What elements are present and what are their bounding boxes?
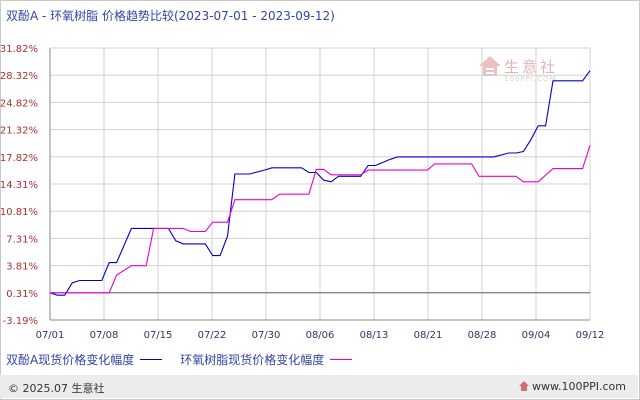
- y-tick-label: -3.19%: [3, 316, 38, 327]
- y-tick-label: 0.31%: [6, 289, 38, 300]
- series-line-1: [50, 145, 591, 294]
- legend-item-bpa: 双酚A现货价格变化幅度: [6, 351, 163, 368]
- axes: [49, 48, 590, 321]
- x-tick-label: 07/08: [90, 330, 119, 341]
- legend-item-epoxy: 环氧树脂现货价格变化幅度: [180, 351, 353, 368]
- legend: 双酚A现货价格变化幅度 环氧树脂现货价格变化幅度: [6, 351, 370, 368]
- copyright-text: © 2025.07 生意社: [8, 382, 105, 395]
- x-tick-label: 07/15: [144, 330, 173, 341]
- y-tick-label: 3.81%: [6, 262, 38, 273]
- grid: [49, 47, 591, 321]
- y-tick-label: 10.81%: [0, 207, 38, 218]
- series-lines: [49, 70, 591, 296]
- y-tick-labels: 31.82% 28.32% 24.82% 21.32% 17.82% 14.31% 10.8…: [0, 44, 38, 327]
- legend-label-epoxy: 环氧树脂现货价格变化幅度: [180, 353, 325, 367]
- logo-subtitle: 100PPI.COM: [504, 75, 557, 83]
- logo-name: 生意社: [504, 58, 559, 76]
- x-tick-label: 08/28: [468, 330, 497, 341]
- x-tick-labels: 07/01 07/08 07/15 07/22 07/30 08/06 08/13 08/21…: [36, 330, 605, 341]
- legend-label-bpa: 双酚A现货价格变化幅度: [6, 353, 135, 367]
- chart-title: 双酚A - 环氧树脂 价格趋势比较(2023-07-01 - 2023-09-1…: [6, 9, 335, 23]
- y-tick-label: 28.32%: [0, 71, 38, 82]
- series-line-0: [49, 70, 591, 296]
- x-tick-label: 07/01: [36, 330, 65, 341]
- x-tick-label: 08/13: [360, 330, 389, 341]
- legend-swatch-bpa: [140, 359, 163, 360]
- house-icon: [519, 381, 529, 391]
- legend-swatch-epoxy: [330, 359, 353, 360]
- y-tick-label: 24.82%: [0, 98, 38, 109]
- site-url-link[interactable]: www.100PPI.com: [532, 380, 626, 393]
- y-tick-label: 7.31%: [6, 234, 38, 245]
- x-tick-label: 09/12: [576, 330, 605, 341]
- house-logo-icon: [479, 56, 501, 76]
- footer: © 2025.07 生意社 www.100PPI.com: [0, 375, 638, 398]
- y-tick-label: 17.82%: [0, 153, 38, 164]
- x-tick-label: 08/06: [306, 330, 335, 341]
- x-tick-label: 08/21: [414, 330, 443, 341]
- y-tick-label: 14.31%: [0, 180, 38, 191]
- y-tick-label: 21.32%: [0, 126, 38, 137]
- y-tick-label: 31.82%: [0, 44, 38, 55]
- x-tick-label: 07/22: [198, 330, 227, 341]
- x-tick-label: 07/30: [252, 330, 281, 341]
- x-tick-label: 09/04: [522, 330, 551, 341]
- logo-watermark: 生意社 100PPI.COM: [478, 54, 584, 88]
